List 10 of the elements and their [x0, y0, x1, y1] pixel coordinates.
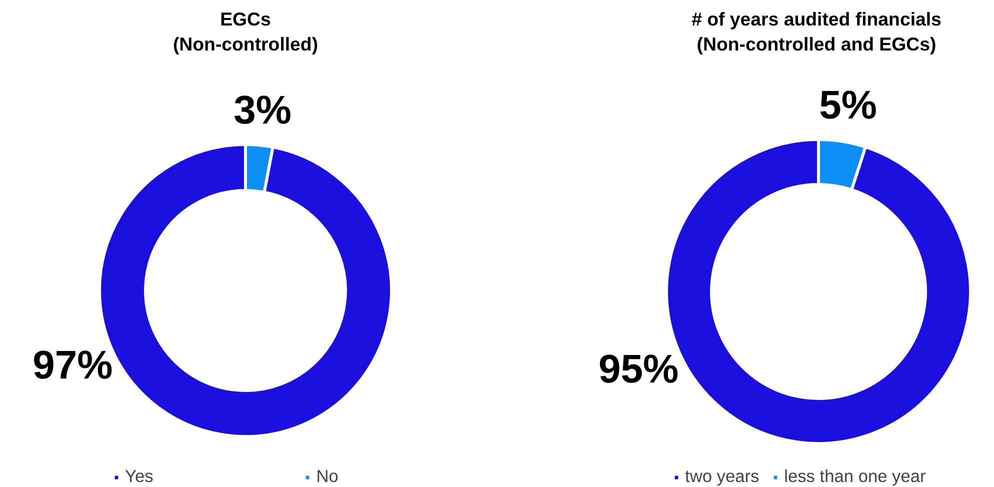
data-label: 5% — [819, 83, 877, 128]
chart-title: # of years audited financials (Non-controlled and EGCs) — [692, 8, 942, 55]
data-label: 95% — [598, 347, 679, 392]
legend-label: No — [316, 466, 338, 487]
legend-label: two years — [685, 466, 760, 487]
chart-title: EGCs (Non-controlled) — [172, 8, 318, 55]
legend-label: Yes — [125, 466, 154, 487]
data-label: 97% — [32, 343, 113, 388]
data-label: 3% — [234, 88, 292, 132]
legend-label: less than one year — [784, 466, 926, 487]
